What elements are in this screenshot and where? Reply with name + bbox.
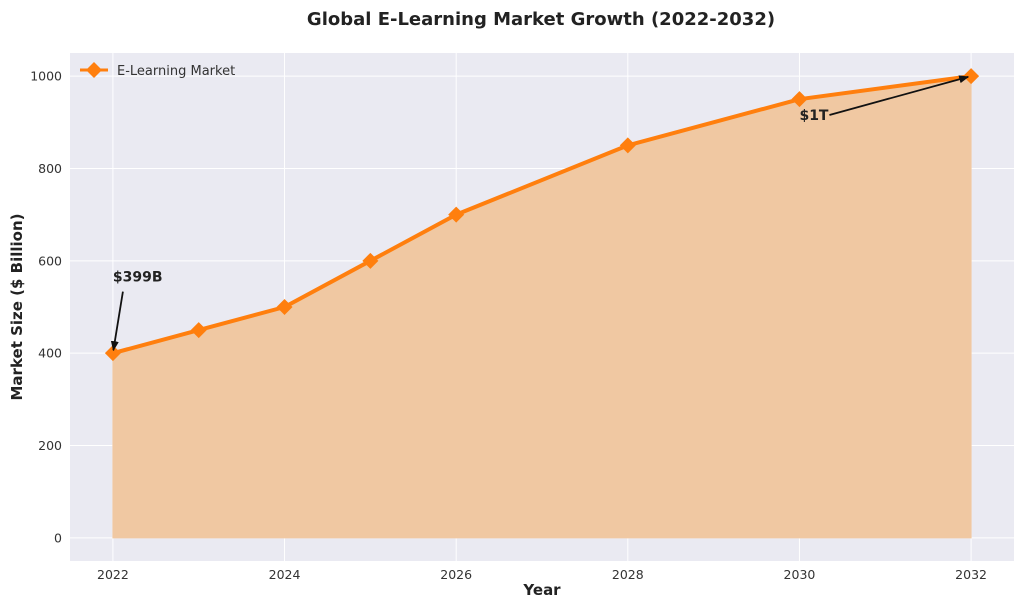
data-point <box>448 206 465 223</box>
y-tick-label: 1000 <box>30 69 62 84</box>
data-point <box>362 252 379 269</box>
legend: E-Learning Market <box>80 62 235 79</box>
y-tick-label: 600 <box>38 253 62 268</box>
annotation-label: $1T <box>799 108 828 124</box>
x-tick-label: 2030 <box>784 567 816 582</box>
y-tick-label: 400 <box>38 346 62 361</box>
annotation-layer: $399B $1T <box>110 75 970 352</box>
y-tick-label: 800 <box>38 161 62 176</box>
data-point <box>791 91 808 108</box>
legend-marker-swatch <box>86 62 102 78</box>
data-point <box>190 322 207 339</box>
x-axis-label: Year <box>522 581 561 599</box>
data-point <box>276 299 293 315</box>
line-layer <box>110 74 974 356</box>
annotation-arrow <box>110 291 124 352</box>
y-tick-label: 200 <box>38 438 62 453</box>
chart-title: Global E-Learning Market Growth (2022-20… <box>307 9 775 30</box>
annotation-arrow <box>829 75 970 116</box>
y-axis-ticks: 0 200 400 600 800 1000 <box>30 69 62 546</box>
x-axis-ticks: 2022 2024 2026 2028 2030 2032 <box>97 567 987 582</box>
marker-layer <box>104 68 980 362</box>
legend-entry: E-Learning Market <box>117 64 235 79</box>
x-tick-label: 2028 <box>612 567 644 582</box>
x-tick-label: 2022 <box>97 567 129 582</box>
data-point <box>619 137 636 154</box>
x-tick-label: 2032 <box>955 567 987 582</box>
annotation-label: $399B <box>113 270 163 286</box>
series-line <box>110 74 974 356</box>
x-tick-label: 2024 <box>269 567 301 582</box>
x-tick-label: 2026 <box>440 567 472 582</box>
y-tick-label: 0 <box>54 530 62 545</box>
y-axis-label: Market Size ($ Billion) <box>8 213 26 400</box>
